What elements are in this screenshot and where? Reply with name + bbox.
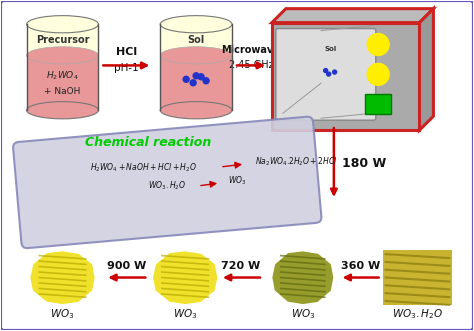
Ellipse shape (27, 47, 99, 64)
Ellipse shape (160, 47, 232, 64)
Text: 180 W: 180 W (342, 157, 386, 169)
Text: $WO_3.H_2O$: $WO_3.H_2O$ (392, 307, 443, 321)
Text: HCl: HCl (116, 47, 137, 58)
Circle shape (203, 78, 209, 84)
Ellipse shape (27, 16, 99, 33)
Text: Microwave: Microwave (221, 45, 281, 56)
Text: $H_2WO_4 + NaOH + HCl + H_2O$: $H_2WO_4 + NaOH + HCl + H_2O$ (91, 162, 198, 174)
Text: 900 W: 900 W (107, 260, 146, 270)
Text: 2.45 GHz: 2.45 GHz (228, 61, 273, 71)
Circle shape (198, 74, 204, 80)
Circle shape (327, 72, 331, 76)
Ellipse shape (316, 55, 346, 62)
Text: Chemical reaction: Chemical reaction (85, 136, 211, 149)
Text: $WO_3$: $WO_3$ (173, 307, 197, 321)
FancyBboxPatch shape (13, 117, 321, 248)
Bar (383, 250, 452, 305)
Circle shape (324, 69, 328, 72)
Bar (316, 59, 346, 90)
Bar (27, 55, 99, 110)
Circle shape (367, 33, 389, 56)
Text: Sol: Sol (188, 35, 205, 45)
Text: Precursor: Precursor (36, 35, 89, 45)
Polygon shape (30, 251, 95, 304)
Circle shape (193, 73, 199, 79)
Polygon shape (153, 251, 217, 304)
Circle shape (183, 76, 189, 82)
Text: $Na_2WO_4. 2H_2O + 2HCl$: $Na_2WO_4. 2H_2O + 2HCl$ (255, 156, 338, 168)
Text: $WO_3.H_2O$: $WO_3.H_2O$ (148, 180, 186, 192)
Polygon shape (419, 9, 433, 130)
Bar (160, 55, 232, 110)
Text: Sol: Sol (325, 46, 337, 52)
Ellipse shape (316, 87, 346, 94)
Circle shape (190, 80, 196, 86)
Bar (272, 23, 419, 130)
Text: $H_2WO_4$: $H_2WO_4$ (46, 70, 79, 82)
Ellipse shape (316, 35, 346, 43)
Polygon shape (272, 9, 433, 23)
Bar (160, 24, 232, 55)
Text: $WO_3$: $WO_3$ (228, 175, 246, 187)
Text: + NaOH: + NaOH (45, 86, 81, 96)
Bar (27, 24, 99, 55)
FancyBboxPatch shape (276, 28, 376, 120)
Text: 720 W: 720 W (221, 260, 261, 270)
Bar (365, 94, 391, 114)
Text: $WO_3$: $WO_3$ (50, 307, 75, 321)
Text: $WO_3$: $WO_3$ (291, 307, 315, 321)
Text: 360 W: 360 W (341, 260, 380, 270)
Polygon shape (273, 251, 333, 304)
Circle shape (333, 70, 337, 74)
Text: pH-1: pH-1 (114, 64, 139, 73)
Bar (316, 39, 346, 59)
Ellipse shape (27, 102, 99, 119)
Circle shape (367, 64, 389, 85)
Ellipse shape (160, 102, 232, 119)
Ellipse shape (160, 16, 232, 33)
